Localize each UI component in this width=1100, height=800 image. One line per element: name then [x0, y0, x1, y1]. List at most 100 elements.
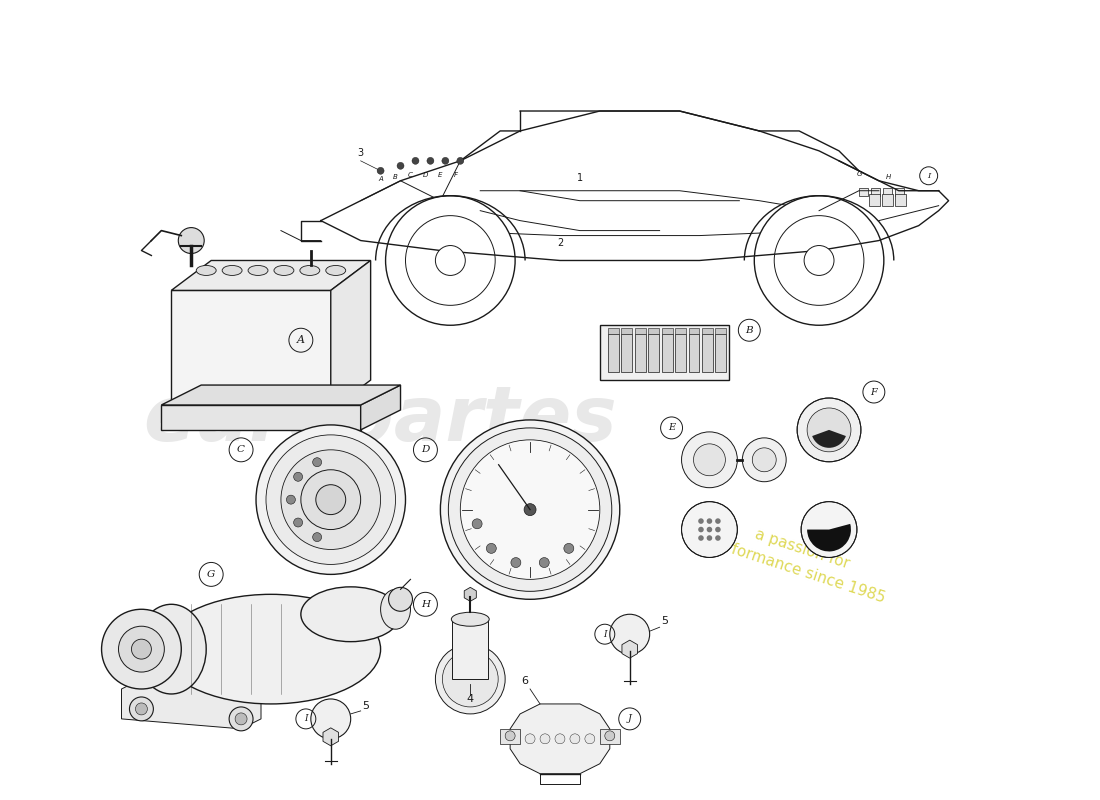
Ellipse shape: [222, 266, 242, 275]
Text: F: F: [870, 387, 877, 397]
Bar: [882, 194, 893, 206]
Circle shape: [752, 448, 777, 472]
Ellipse shape: [274, 266, 294, 275]
Circle shape: [235, 713, 248, 725]
Circle shape: [698, 518, 704, 524]
Circle shape: [706, 535, 712, 541]
Circle shape: [755, 196, 883, 326]
Ellipse shape: [381, 590, 410, 630]
Bar: [675, 334, 686, 372]
Text: G: G: [207, 570, 216, 579]
Circle shape: [440, 420, 619, 599]
Circle shape: [388, 587, 412, 611]
Text: 6: 6: [521, 676, 529, 686]
Polygon shape: [331, 261, 371, 410]
Bar: [689, 328, 700, 334]
Circle shape: [280, 450, 381, 550]
Bar: [635, 334, 646, 372]
Circle shape: [698, 526, 704, 532]
Circle shape: [539, 558, 549, 567]
Circle shape: [486, 543, 496, 554]
Circle shape: [101, 610, 182, 689]
Circle shape: [706, 526, 712, 532]
Text: 4: 4: [466, 694, 474, 704]
Circle shape: [312, 533, 321, 542]
Circle shape: [301, 470, 361, 530]
Text: H: H: [887, 174, 891, 180]
Bar: [635, 328, 646, 334]
Text: 5: 5: [661, 616, 668, 626]
Bar: [859, 188, 868, 196]
Wedge shape: [812, 430, 846, 448]
Circle shape: [801, 502, 857, 558]
Bar: [715, 328, 726, 334]
Circle shape: [135, 703, 147, 715]
Circle shape: [698, 535, 704, 541]
Circle shape: [609, 614, 650, 654]
Wedge shape: [807, 524, 851, 551]
Circle shape: [412, 158, 419, 164]
Text: G: G: [856, 170, 861, 177]
Circle shape: [564, 543, 574, 554]
Ellipse shape: [300, 266, 320, 275]
Circle shape: [449, 428, 612, 591]
Circle shape: [510, 558, 521, 567]
Text: F: F: [453, 172, 458, 178]
Circle shape: [472, 519, 482, 529]
Bar: [500, 729, 520, 744]
Circle shape: [682, 502, 737, 558]
Circle shape: [682, 432, 737, 488]
Text: europartes: europartes: [144, 383, 617, 457]
Bar: [702, 334, 713, 372]
Bar: [894, 188, 904, 196]
Bar: [621, 334, 632, 372]
Bar: [162, 405, 361, 430]
Circle shape: [316, 485, 345, 514]
Circle shape: [286, 495, 296, 504]
Bar: [600, 729, 619, 744]
Text: I: I: [927, 172, 931, 180]
Circle shape: [442, 651, 498, 707]
Circle shape: [505, 731, 515, 741]
Circle shape: [804, 246, 834, 275]
Circle shape: [386, 196, 515, 326]
Polygon shape: [323, 728, 339, 746]
Circle shape: [742, 438, 786, 482]
Text: C: C: [238, 446, 245, 454]
Circle shape: [524, 504, 536, 515]
Bar: [702, 328, 713, 334]
Circle shape: [256, 425, 406, 574]
Circle shape: [807, 408, 851, 452]
Bar: [883, 188, 892, 196]
Text: D: D: [422, 172, 428, 178]
Text: C: C: [408, 172, 412, 178]
Circle shape: [715, 518, 720, 524]
Circle shape: [706, 518, 712, 524]
Circle shape: [525, 734, 535, 744]
Bar: [172, 290, 331, 410]
Circle shape: [442, 158, 449, 164]
Circle shape: [715, 535, 720, 541]
Circle shape: [312, 458, 321, 466]
Text: J: J: [628, 714, 631, 723]
Ellipse shape: [301, 587, 400, 642]
Text: 3: 3: [358, 148, 364, 158]
Ellipse shape: [162, 594, 381, 704]
Text: I: I: [304, 714, 308, 723]
Polygon shape: [510, 704, 609, 774]
Bar: [871, 188, 880, 196]
Ellipse shape: [326, 266, 345, 275]
Circle shape: [294, 518, 302, 527]
Ellipse shape: [249, 266, 268, 275]
Polygon shape: [464, 587, 476, 602]
Bar: [869, 194, 880, 206]
Circle shape: [456, 158, 464, 164]
Circle shape: [570, 734, 580, 744]
Bar: [661, 334, 672, 372]
Ellipse shape: [136, 604, 206, 694]
Polygon shape: [361, 385, 400, 430]
Bar: [689, 334, 700, 372]
Text: D: D: [421, 446, 430, 454]
Circle shape: [798, 398, 861, 462]
Circle shape: [427, 158, 433, 164]
